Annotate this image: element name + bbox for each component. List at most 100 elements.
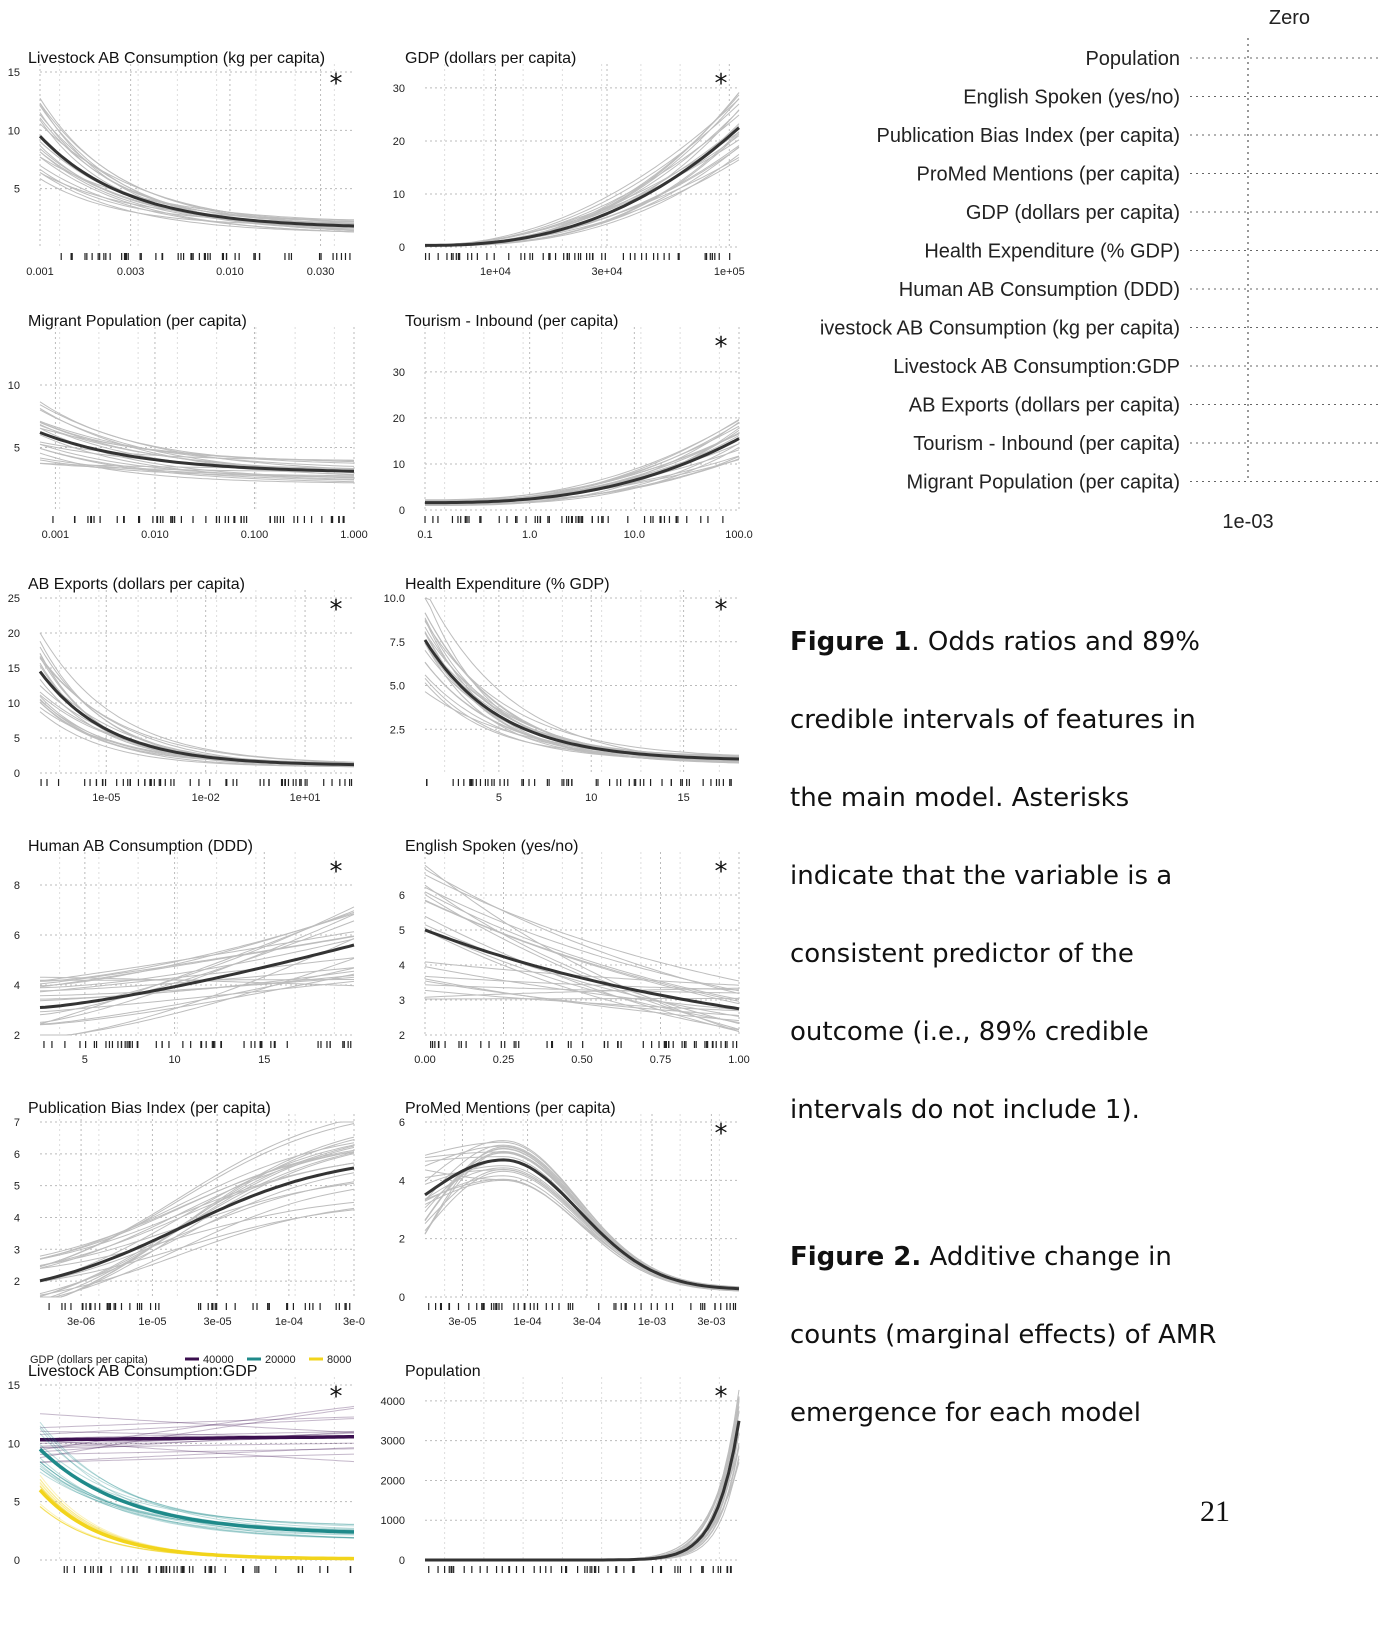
posterior-draw [39, 172, 355, 233]
y-tick-label: 0 [399, 242, 405, 254]
posterior-draw [39, 447, 355, 483]
posterior-draw [39, 976, 355, 997]
y-tick-label: 20 [393, 413, 405, 425]
y-tick-label: 5 [399, 925, 405, 937]
x-tick-label: 1e+01 [290, 792, 321, 804]
posterior-draw [424, 1179, 740, 1288]
figure-1-caption: Figure 1. Odds ratios and 89% credible i… [790, 603, 1350, 1149]
panel-title: Tourism - Inbound (per capita) [405, 313, 619, 330]
y-tick-label: 1000 [381, 1515, 405, 1527]
y-tick-label: 10.0 [384, 593, 405, 605]
x-tick-label: 0.001 [42, 529, 70, 541]
caption-line: emergence for each model [790, 1398, 1142, 1428]
panel-title: AB Exports (dollars per capita) [28, 576, 245, 593]
posterior-draw [425, 1389, 740, 1561]
posterior-draw [39, 452, 355, 484]
posterior-draw [39, 1427, 355, 1539]
posterior-draw [424, 1169, 740, 1292]
posterior-draw [424, 1144, 740, 1288]
x-tick-label: 1e-05 [92, 792, 120, 804]
y-tick-label: 0 [399, 1555, 405, 1567]
y-tick-label: 10 [8, 698, 20, 710]
x-tick-label: 1e-05 [138, 1316, 166, 1328]
panel-p3: Migrant Population (per capita) 5 10 0.001 0… [0, 283, 372, 545]
posterior-draw [39, 457, 355, 477]
panel-plot-svg: 0 5 10 15 20 25 1e-05 1e-02 1e+01 * [8, 590, 355, 804]
posterior-draw [425, 98, 740, 246]
mean-curve [423, 639, 740, 761]
x-tick-label: 5 [496, 792, 502, 804]
posterior-draw [39, 1162, 355, 1260]
posterior-draw [39, 1460, 355, 1539]
panel-p2: GDP (dollars per capita) 0 10 20 30 1e+04 3e+0… [385, 20, 757, 282]
posterior-draw [39, 1461, 355, 1535]
posterior-draw [39, 1431, 355, 1453]
y-tick-label: 5 [14, 184, 20, 196]
posterior-draw [40, 1188, 355, 1298]
posterior-draw [425, 145, 740, 246]
posterior-draw [39, 1418, 355, 1435]
x-tick-label: 3e-05 [203, 1316, 231, 1328]
posterior-draw [425, 133, 740, 247]
posterior-draw [39, 1433, 355, 1527]
forest-row-label: ProMed Mentions (per capita) [917, 164, 1180, 186]
y-tick-label: 2 [399, 1234, 405, 1246]
posterior-draw [39, 1413, 355, 1434]
posterior-draw [39, 151, 355, 228]
x-tick-label: 1e+05 [714, 266, 745, 278]
panel-title: Health Expenditure (% GDP) [405, 576, 610, 593]
posterior-draw [424, 1151, 740, 1290]
y-tick-label: 0 [399, 1292, 405, 1304]
posterior-draw [39, 1416, 355, 1429]
panel-p7: Human AB Consumption (DDD) 2 4 6 8 5 10 15 * [0, 808, 372, 1070]
posterior-draw [424, 1170, 740, 1292]
posterior-draw [424, 1168, 740, 1290]
posterior-draw [39, 1453, 355, 1463]
posterior-draw [39, 1201, 355, 1269]
y-tick-label: 0 [14, 1555, 20, 1567]
posterior-draw [425, 131, 740, 246]
significance-asterisk: * [330, 857, 343, 887]
panel-title: Migrant Population (per capita) [28, 313, 247, 330]
posterior-draw [39, 980, 355, 1013]
posterior-draw [39, 1463, 355, 1539]
mean-curve [425, 126, 740, 247]
significance-asterisk: * [715, 1382, 728, 1412]
x-tick-label: 3e-04 [573, 1316, 601, 1328]
y-tick-label: 4 [399, 960, 405, 972]
posterior-draw [425, 997, 739, 1000]
y-tick-label: 15 [8, 67, 20, 79]
posterior-draw [39, 117, 355, 224]
caption-line: indicate that the variable is a [790, 861, 1173, 891]
x-tick-label: 10 [168, 1054, 180, 1066]
posterior-draw [424, 617, 740, 758]
x-tick-label: 3e-0 [343, 1316, 365, 1328]
legend-item: 20000 [265, 1354, 296, 1366]
posterior-draw [424, 961, 740, 986]
y-tick-label: 30 [393, 367, 405, 379]
y-tick-label: 6 [399, 1117, 405, 1129]
panel-p1: Livestock AB Consumption (kg per capita)… [0, 20, 372, 282]
mean-curve [424, 928, 740, 1011]
forest-row-label: Tourism - Inbound (per capita) [913, 433, 1180, 455]
mean-curve [424, 1158, 740, 1291]
posterior-draw [39, 1468, 355, 1536]
posterior-draw [39, 98, 355, 222]
forest-row-label: Health Expenditure (% GDP) [924, 241, 1180, 263]
posterior-draw [39, 656, 354, 768]
forest-row-label: Publication Bias Index (per capita) [877, 125, 1181, 147]
x-tick-label: 3e-05 [448, 1316, 476, 1328]
caption-line: counts (marginal effects) of AMR [790, 1320, 1217, 1350]
x-tick-label: 0.100 [241, 529, 269, 541]
caption-line: Figure 2. Additive change in [790, 1218, 1350, 1296]
forest-row-label: Livestock AB Consumption:GDP [893, 356, 1180, 378]
posterior-draw [39, 1448, 355, 1455]
mean-curve [38, 670, 355, 767]
panel-plot-svg: 0 1000 2000 3000 4000 * [381, 1377, 741, 1573]
caption-line: credible intervals of features in [790, 705, 1196, 735]
figure-2-caption: Figure 2. Additive change in counts (mar… [790, 1218, 1350, 1452]
mean-curve [39, 1166, 355, 1283]
y-tick-label: 5.0 [390, 681, 405, 693]
panel-title: GDP (dollars per capita) [405, 50, 577, 67]
posterior-draw [39, 1430, 355, 1439]
